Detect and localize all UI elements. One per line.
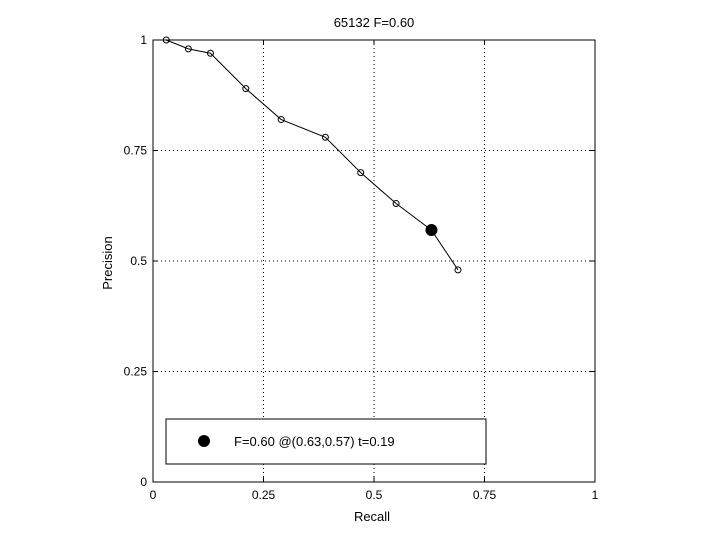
y-tick-label: 1	[140, 33, 147, 47]
data-point	[321, 133, 329, 141]
y-tick-label: 0.5	[130, 254, 147, 268]
x-axis-label: Recall	[354, 509, 390, 524]
x-tick-label: 0.5	[366, 488, 383, 502]
y-axis-label: Precision	[100, 236, 115, 289]
legend: F=0.60 @(0.63,0.57) t=0.19	[165, 418, 487, 465]
data-point	[357, 169, 365, 177]
data-point	[392, 200, 400, 208]
y-tick-label: 0.75	[124, 144, 148, 158]
x-tick-label: 0.25	[252, 488, 276, 502]
best-f-point	[425, 224, 438, 237]
data-layer	[162, 36, 462, 274]
x-tick-label: 1	[592, 488, 599, 502]
grid-lines	[153, 40, 595, 482]
data-point	[206, 49, 214, 57]
data-point	[184, 45, 192, 53]
legend-box	[165, 418, 487, 465]
y-tick-label: 0.25	[124, 365, 148, 379]
y-tick-label: 0	[140, 475, 147, 489]
data-point	[454, 266, 462, 274]
data-point	[242, 85, 250, 93]
legend-marker	[198, 435, 210, 447]
data-point	[162, 36, 170, 44]
series-line	[166, 39, 459, 271]
data-point	[277, 116, 285, 124]
axis-ticks: 0 0.25 0.5 0.75 1 0 0.25 0.5 0.75 1	[124, 33, 599, 502]
legend-entry-label: F=0.60 @(0.63,0.57) t=0.19	[234, 434, 395, 449]
x-tick-label: 0.75	[473, 488, 497, 502]
chart-title: 65132 F=0.60	[334, 15, 415, 30]
x-tick-label: 0	[150, 488, 157, 502]
